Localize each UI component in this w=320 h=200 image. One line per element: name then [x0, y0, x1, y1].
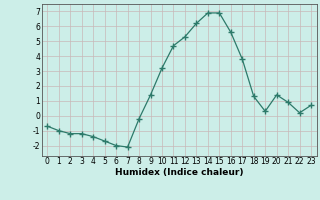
X-axis label: Humidex (Indice chaleur): Humidex (Indice chaleur): [115, 168, 244, 177]
